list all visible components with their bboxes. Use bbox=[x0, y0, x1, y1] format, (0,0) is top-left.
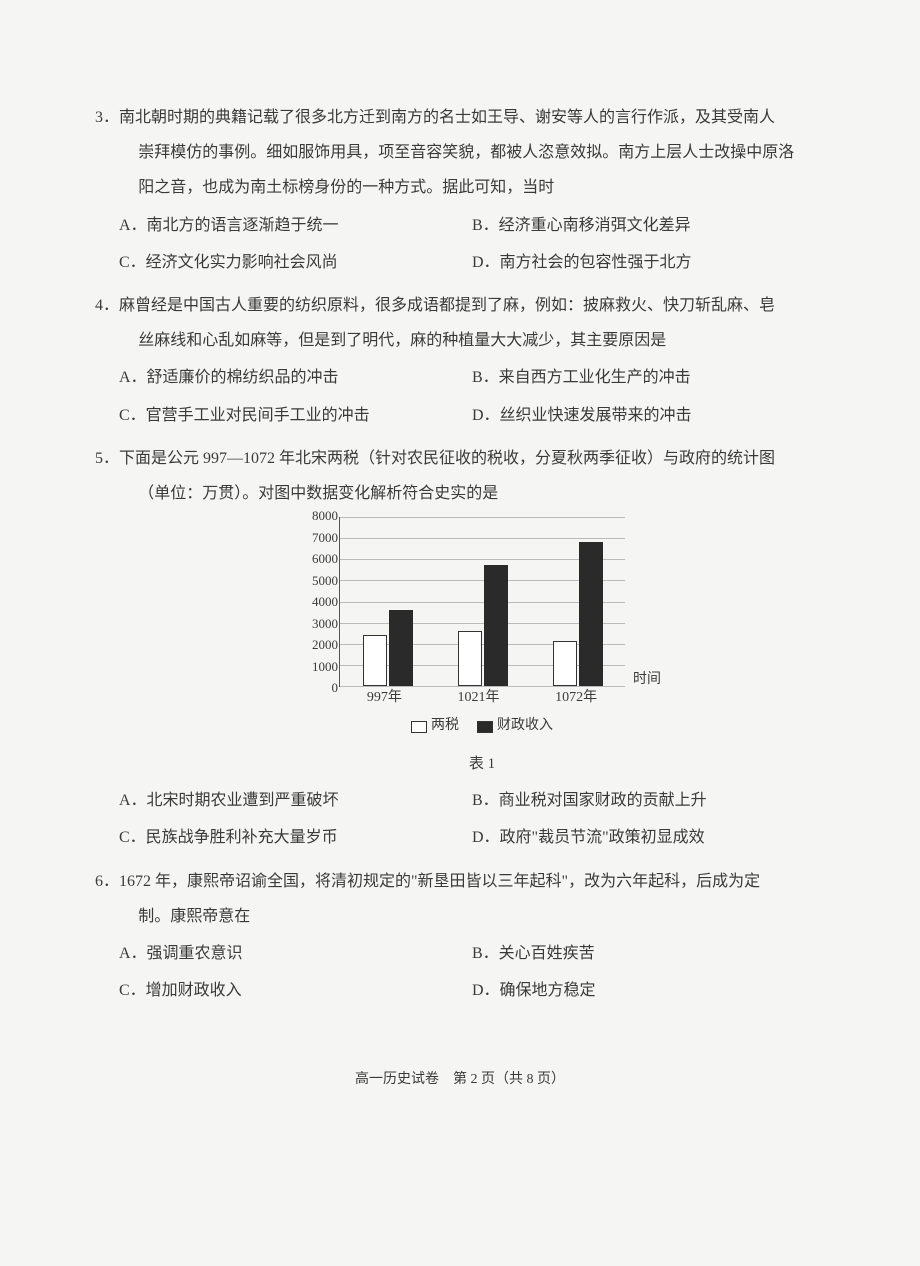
ytick-4000: 4000 bbox=[296, 595, 338, 608]
q3-option-a[interactable]: A．南北方的语言逐渐趋于统一 bbox=[119, 208, 472, 243]
q3-line1: 南北朝时期的典籍记载了很多北方迁到南方的名士如王导、谢安等人的言行作派，及其受南… bbox=[119, 109, 775, 126]
q5-option-d[interactable]: D．政府"裁员节流"政策初显成效 bbox=[472, 820, 825, 855]
xlabel-0: 997年 bbox=[367, 687, 402, 709]
page-footer: 高一历史试卷 第 2 页（共 8 页） bbox=[0, 1065, 920, 1096]
bar-chart: 8000 7000 6000 5000 4000 3000 2000 1000 … bbox=[295, 517, 625, 781]
q4-options-row2: C．官营手工业对民间手工业的冲击 D．丝织业快速发展带来的冲击 bbox=[95, 398, 825, 433]
q5-options-row2: C．民族战争胜利补充大量岁币 D．政府"裁员节流"政策初显成效 bbox=[95, 820, 825, 855]
q5-option-a[interactable]: A．北宋时期农业遭到严重破坏 bbox=[119, 783, 472, 818]
bar-liangshui-0 bbox=[363, 635, 387, 686]
legend-label-1: 财政收入 bbox=[497, 711, 553, 742]
legend-swatch-black bbox=[477, 721, 493, 733]
q4-line1: 麻曾经是中国古人重要的纺织原料，很多成语都提到了麻，例如：披麻救火、快刀斩乱麻、… bbox=[119, 297, 775, 314]
q6-option-c[interactable]: C．增加财政收入 bbox=[119, 973, 472, 1008]
bar-caizheng-2 bbox=[579, 542, 603, 687]
x-axis-labels: 997年 1021年 1072年 bbox=[339, 687, 625, 709]
bar-group-1 bbox=[458, 565, 508, 686]
q4-options-row1: A．舒适廉价的棉纺织品的冲击 B．来自西方工业化生产的冲击 bbox=[95, 360, 825, 395]
q4-option-b[interactable]: B．来自西方工业化生产的冲击 bbox=[472, 360, 825, 395]
bar-caizheng-1 bbox=[484, 565, 508, 686]
question-3: 3．南北朝时期的典籍记载了很多北方迁到南方的名士如王导、谢安等人的言行作派，及其… bbox=[95, 100, 825, 280]
ytick-8000: 8000 bbox=[296, 509, 338, 522]
ytick-6000: 6000 bbox=[296, 552, 338, 565]
legend-label-0: 两税 bbox=[431, 711, 459, 742]
q3-option-b[interactable]: B．经济重心南移消弭文化差异 bbox=[472, 208, 825, 243]
q3-line2: 崇拜模仿的事例。细如服饰用具，项至音容笑貌，都被人恣意效拟。南方上层人士改操中原… bbox=[119, 135, 825, 170]
bar-liangshui-1 bbox=[458, 631, 482, 686]
q3-number: 3． bbox=[95, 109, 119, 126]
q5-options-row1: A．北宋时期农业遭到严重破坏 B．商业税对国家财政的贡献上升 bbox=[95, 783, 825, 818]
ytick-1000: 1000 bbox=[296, 660, 338, 673]
question-4: 4．麻曾经是中国古人重要的纺织原料，很多成语都提到了麻，例如：披麻救火、快刀斩乱… bbox=[95, 288, 825, 433]
x-axis-title: 时间 bbox=[633, 665, 661, 696]
q4-option-d[interactable]: D．丝织业快速发展带来的冲击 bbox=[472, 398, 825, 433]
question-5: 5．下面是公元 997—1072 年北宋两税（针对农民征收的税收，分夏秋两季征收… bbox=[95, 441, 825, 856]
ytick-3000: 3000 bbox=[296, 617, 338, 630]
q4-line2: 丝麻线和心乱如麻等，但是到了明代，麻的种植量大大减少，其主要原因是 bbox=[119, 323, 825, 358]
chart-legend: 两税 财政收入 bbox=[339, 711, 625, 742]
q6-stem: 6．1672 年，康熙帝诏谕全国，将清初规定的"新垦田皆以三年起科"，改为六年起… bbox=[95, 864, 825, 934]
q5-option-c[interactable]: C．民族战争胜利补充大量岁币 bbox=[119, 820, 472, 855]
legend-swatch-white bbox=[411, 721, 427, 733]
q4-option-c[interactable]: C．官营手工业对民间手工业的冲击 bbox=[119, 398, 472, 433]
bar-caizheng-0 bbox=[389, 610, 413, 687]
bar-groups bbox=[340, 517, 625, 686]
q6-option-a[interactable]: A．强调重农意识 bbox=[119, 936, 472, 971]
q3-option-c[interactable]: C．经济文化实力影响社会风尚 bbox=[119, 245, 472, 280]
bar-group-0 bbox=[363, 610, 413, 687]
q6-line2: 制。康熙帝意在 bbox=[119, 899, 825, 934]
bar-group-2 bbox=[553, 542, 603, 687]
chart-container: 8000 7000 6000 5000 4000 3000 2000 1000 … bbox=[95, 517, 825, 781]
q5-number: 5． bbox=[95, 450, 119, 467]
q5-line1: 下面是公元 997—1072 年北宋两税（针对农民征收的税收，分夏秋两季征收）与… bbox=[119, 450, 775, 467]
bar-liangshui-2 bbox=[553, 641, 577, 686]
q6-option-b[interactable]: B．关心百姓疾苦 bbox=[472, 936, 825, 971]
q6-options-row2: C．增加财政收入 D．确保地方稳定 bbox=[95, 973, 825, 1008]
q5-option-b[interactable]: B．商业税对国家财政的贡献上升 bbox=[472, 783, 825, 818]
q3-stem: 3．南北朝时期的典籍记载了很多北方迁到南方的名士如王导、谢安等人的言行作派，及其… bbox=[95, 100, 825, 206]
q4-option-a[interactable]: A．舒适廉价的棉纺织品的冲击 bbox=[119, 360, 472, 395]
legend-item-1: 财政收入 bbox=[477, 711, 553, 742]
q3-option-d[interactable]: D．南方社会的包容性强于北方 bbox=[472, 245, 825, 280]
q3-line3: 阳之音，也成为南土标榜身份的一种方式。据此可知，当时 bbox=[119, 170, 825, 205]
q6-options-row1: A．强调重农意识 B．关心百姓疾苦 bbox=[95, 936, 825, 971]
ytick-2000: 2000 bbox=[296, 638, 338, 651]
q6-option-d[interactable]: D．确保地方稳定 bbox=[472, 973, 825, 1008]
q6-number: 6． bbox=[95, 873, 119, 890]
q3-options-row2: C．经济文化实力影响社会风尚 D．南方社会的包容性强于北方 bbox=[95, 245, 825, 280]
q5-stem: 5．下面是公元 997—1072 年北宋两税（针对农民征收的税收，分夏秋两季征收… bbox=[95, 441, 825, 511]
q5-line2: （单位：万贯）。对图中数据变化解析符合史实的是 bbox=[119, 476, 825, 511]
ytick-5000: 5000 bbox=[296, 574, 338, 587]
q6-line1: 1672 年，康熙帝诏谕全国，将清初规定的"新垦田皆以三年起科"，改为六年起科，… bbox=[119, 873, 760, 890]
chart-plot-area: 8000 7000 6000 5000 4000 3000 2000 1000 … bbox=[339, 517, 625, 687]
ytick-0: 0 bbox=[296, 681, 338, 694]
question-6: 6．1672 年，康熙帝诏谕全国，将清初规定的"新垦田皆以三年起科"，改为六年起… bbox=[95, 864, 825, 1009]
q3-options-row1: A．南北方的语言逐渐趋于统一 B．经济重心南移消弭文化差异 bbox=[95, 208, 825, 243]
chart-caption: 表 1 bbox=[339, 748, 625, 781]
q4-stem: 4．麻曾经是中国古人重要的纺织原料，很多成语都提到了麻，例如：披麻救火、快刀斩乱… bbox=[95, 288, 825, 358]
q4-number: 4． bbox=[95, 297, 119, 314]
ytick-7000: 7000 bbox=[296, 531, 338, 544]
y-axis-labels: 8000 7000 6000 5000 4000 3000 2000 1000 … bbox=[296, 509, 338, 694]
xlabel-2: 1072年 bbox=[555, 687, 597, 709]
xlabel-1: 1021年 bbox=[457, 687, 499, 709]
legend-item-0: 两税 bbox=[411, 711, 459, 742]
